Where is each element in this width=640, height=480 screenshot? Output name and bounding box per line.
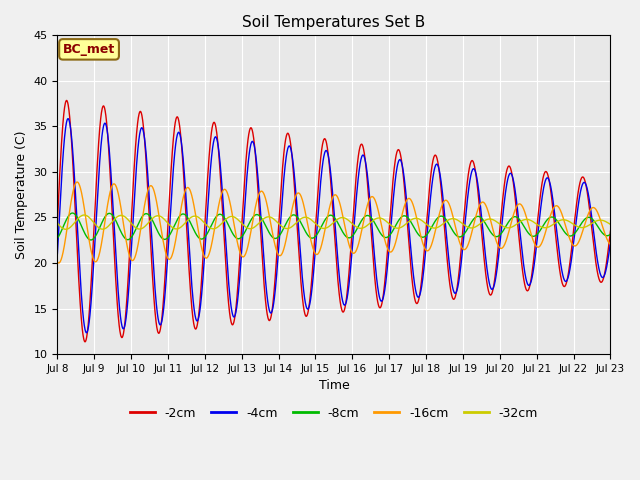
-2cm xyxy=(558,279,566,285)
-32cm xyxy=(607,221,614,227)
-32cm xyxy=(54,220,61,226)
-2cm xyxy=(607,228,614,234)
-32cm xyxy=(495,221,503,227)
-2cm xyxy=(81,339,89,345)
-32cm xyxy=(558,217,566,223)
Y-axis label: Soil Temperature (C): Soil Temperature (C) xyxy=(15,131,28,259)
Line: -16cm: -16cm xyxy=(58,182,611,263)
-16cm xyxy=(495,244,503,250)
-32cm xyxy=(362,223,370,229)
X-axis label: Time: Time xyxy=(319,379,349,392)
-16cm xyxy=(74,179,81,185)
-8cm xyxy=(208,221,216,227)
-4cm xyxy=(558,269,566,275)
Title: Soil Temperatures Set B: Soil Temperatures Set B xyxy=(243,15,426,30)
Line: -32cm: -32cm xyxy=(58,215,611,229)
-16cm xyxy=(54,259,61,265)
-2cm xyxy=(573,195,581,201)
-2cm xyxy=(495,236,503,241)
Line: -4cm: -4cm xyxy=(58,119,611,333)
Line: -2cm: -2cm xyxy=(58,100,611,342)
-2cm xyxy=(362,168,370,173)
-32cm xyxy=(208,226,216,231)
-8cm xyxy=(362,213,370,218)
-2cm xyxy=(63,97,70,103)
-8cm xyxy=(558,226,566,231)
-4cm xyxy=(208,149,216,155)
-4cm xyxy=(573,209,581,215)
-4cm xyxy=(607,240,614,245)
-16cm xyxy=(362,206,370,212)
-4cm xyxy=(54,251,61,256)
-16cm xyxy=(55,260,63,266)
-32cm xyxy=(351,223,358,228)
-8cm xyxy=(607,231,614,237)
Legend: -2cm, -4cm, -8cm, -16cm, -32cm: -2cm, -4cm, -8cm, -16cm, -32cm xyxy=(125,402,543,425)
-4cm xyxy=(65,116,72,121)
-16cm xyxy=(208,239,216,245)
-16cm xyxy=(558,212,566,217)
-8cm xyxy=(87,237,95,243)
-4cm xyxy=(351,220,358,226)
-8cm xyxy=(351,231,358,237)
-8cm xyxy=(495,233,503,239)
-32cm xyxy=(573,224,581,229)
-4cm xyxy=(83,330,90,336)
-8cm xyxy=(54,235,61,241)
-8cm xyxy=(68,210,76,216)
-2cm xyxy=(208,125,216,131)
Line: -8cm: -8cm xyxy=(58,213,611,240)
-4cm xyxy=(495,250,503,255)
-16cm xyxy=(607,241,614,247)
-16cm xyxy=(351,250,358,256)
-16cm xyxy=(573,241,581,247)
Text: BC_met: BC_met xyxy=(63,43,115,56)
-8cm xyxy=(573,227,581,233)
-2cm xyxy=(351,197,358,203)
-2cm xyxy=(54,219,61,225)
-4cm xyxy=(362,164,370,169)
-32cm xyxy=(81,212,88,218)
-32cm xyxy=(62,227,70,232)
